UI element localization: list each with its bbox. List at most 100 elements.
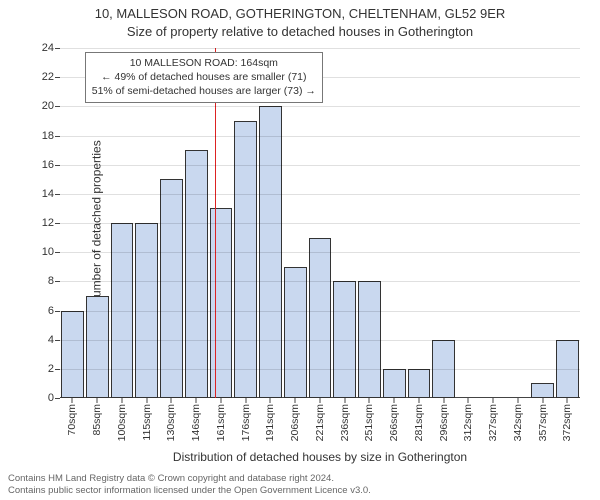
xtick-label: 312sqm — [462, 404, 474, 441]
xtick-mark — [196, 398, 197, 403]
xtick-label: 342sqm — [512, 404, 524, 441]
footer-line2: Contains public sector information licen… — [8, 485, 371, 496]
xtick-mark — [97, 398, 98, 403]
ytick-label: 0 — [48, 392, 54, 404]
plot-area: 70sqm85sqm100sqm115sqm130sqm146sqm161sqm… — [60, 48, 580, 398]
xtick-mark — [493, 398, 494, 403]
gridline — [60, 281, 580, 282]
xtick-label: 327sqm — [487, 404, 499, 441]
xtick-label: 266sqm — [388, 404, 400, 441]
gridline — [60, 311, 580, 312]
ytick-label: 14 — [42, 188, 54, 200]
xtick-mark — [369, 398, 370, 403]
xtick-label: 372sqm — [561, 404, 573, 441]
ytick-label: 22 — [42, 71, 54, 83]
ytick-mark — [55, 340, 60, 341]
xtick-label: 221sqm — [314, 404, 326, 441]
xtick-label: 85sqm — [91, 404, 103, 436]
xtick-label: 130sqm — [165, 404, 177, 441]
ytick-mark — [55, 48, 60, 49]
annotation-line2: ← 49% of detached houses are smaller (71… — [92, 70, 316, 84]
gridline — [60, 165, 580, 166]
bar-fill — [383, 369, 406, 398]
xtick-label: 236sqm — [339, 404, 351, 441]
xtick-label: 357sqm — [537, 404, 549, 441]
xtick-mark — [121, 398, 122, 403]
xtick-label: 146sqm — [190, 404, 202, 441]
xtick-mark — [517, 398, 518, 403]
xtick-mark — [394, 398, 395, 403]
ytick-mark — [55, 77, 60, 78]
bar-fill — [408, 369, 431, 398]
xtick-mark — [319, 398, 320, 403]
gridline — [60, 369, 580, 370]
xtick-label: 176sqm — [240, 404, 252, 441]
xtick-mark — [295, 398, 296, 403]
xtick-mark — [72, 398, 73, 403]
ytick-mark — [55, 311, 60, 312]
annotation-line1: 10 MALLESON ROAD: 164sqm — [92, 56, 316, 70]
xtick-label: 115sqm — [141, 404, 153, 441]
ytick-label: 6 — [48, 305, 54, 317]
ytick-label: 16 — [42, 159, 54, 171]
chart-container: 10, MALLESON ROAD, GOTHERINGTON, CHELTEN… — [0, 0, 600, 500]
ytick-label: 12 — [42, 217, 54, 229]
ytick-label: 2 — [48, 363, 54, 375]
xtick-mark — [146, 398, 147, 403]
gridline — [60, 340, 580, 341]
gridline — [60, 252, 580, 253]
bar-fill — [234, 121, 257, 398]
xtick-label: 206sqm — [289, 404, 301, 441]
xtick-label: 251sqm — [363, 404, 375, 441]
ytick-mark — [55, 252, 60, 253]
ytick-mark — [55, 223, 60, 224]
xtick-label: 191sqm — [264, 404, 276, 441]
xtick-mark — [418, 398, 419, 403]
annotation-line3: 51% of semi-detached houses are larger (… — [92, 84, 316, 98]
xtick-mark — [542, 398, 543, 403]
xtick-mark — [443, 398, 444, 403]
ytick-label: 4 — [48, 334, 54, 346]
xtick-mark — [468, 398, 469, 403]
xtick-mark — [171, 398, 172, 403]
bar-fill — [284, 267, 307, 398]
footer-line1: Contains HM Land Registry data © Crown c… — [8, 473, 371, 484]
xtick-label: 281sqm — [413, 404, 425, 441]
xtick-mark — [270, 398, 271, 403]
gridline — [60, 194, 580, 195]
ytick-label: 20 — [42, 100, 54, 112]
xtick-mark — [344, 398, 345, 403]
ytick-label: 10 — [42, 246, 54, 258]
xtick-mark — [220, 398, 221, 403]
ytick-label: 18 — [42, 130, 54, 142]
ytick-mark — [55, 194, 60, 195]
xtick-label: 296sqm — [438, 404, 450, 441]
ytick-mark — [55, 281, 60, 282]
gridline — [60, 223, 580, 224]
chart-title-line2: Size of property relative to detached ho… — [0, 24, 600, 39]
gridline — [60, 136, 580, 137]
xtick-mark — [567, 398, 568, 403]
bar-fill — [160, 179, 183, 398]
ytick-mark — [55, 165, 60, 166]
footer: Contains HM Land Registry data © Crown c… — [8, 473, 371, 496]
xtick-label: 100sqm — [116, 404, 128, 441]
bar-fill — [185, 150, 208, 398]
ytick-mark — [55, 398, 60, 399]
ytick-mark — [55, 369, 60, 370]
gridline — [60, 48, 580, 49]
bar-fill — [61, 311, 84, 399]
ytick-label: 24 — [42, 42, 54, 54]
x-axis-label: Distribution of detached houses by size … — [60, 450, 580, 464]
annotation-box: 10 MALLESON ROAD: 164sqm ← 49% of detach… — [85, 52, 323, 103]
chart-title-line1: 10, MALLESON ROAD, GOTHERINGTON, CHELTEN… — [0, 6, 600, 21]
ytick-mark — [55, 106, 60, 107]
bar-fill — [531, 383, 554, 398]
xtick-mark — [245, 398, 246, 403]
gridline — [60, 106, 580, 107]
ytick-label: 8 — [48, 275, 54, 287]
bar-fill — [309, 238, 332, 398]
ytick-mark — [55, 136, 60, 137]
xtick-label: 161sqm — [215, 404, 227, 441]
xtick-label: 70sqm — [66, 404, 78, 436]
